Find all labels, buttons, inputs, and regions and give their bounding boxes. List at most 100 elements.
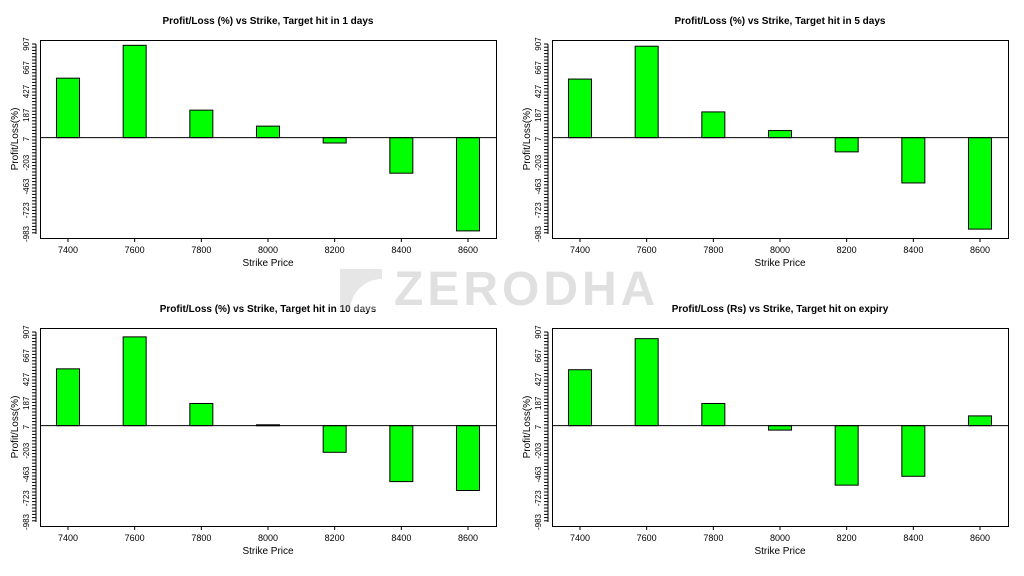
bar [322,425,347,453]
x-tick-label: 8400 [903,245,923,255]
bar [256,125,280,139]
y-tick-label: -463 [534,178,543,195]
x-tick-label: 8600 [458,533,478,543]
bar [901,137,926,184]
x-tick-label: 7600 [125,245,145,255]
y-tick-label: -203 [534,442,543,459]
y-tick-label: 187 [534,108,543,122]
y-tick-label: 427 [22,372,31,386]
chart-panel: Profit/Loss (Rs) vs Strike, Target hit o… [522,304,1009,557]
bar [568,369,592,427]
y-tick-label: 7 [534,136,543,141]
bar [634,338,659,427]
x-tick-label: 8000 [258,245,278,255]
y-tick-label: 667 [22,349,31,363]
x-tick-label: 8200 [325,533,345,543]
y-tick-label: 907 [534,37,543,51]
x-tick-label: 8400 [391,533,411,543]
plot-frame [40,328,497,527]
x-tick-label: 8600 [970,533,990,543]
x-tick-label: 8000 [258,533,278,543]
x-tick-label: 8200 [837,533,857,543]
x-axis-label: Strike Price [754,546,806,557]
bar [189,402,214,427]
x-tick-label: 7400 [570,245,590,255]
plot-frame [552,40,1009,239]
bar [968,415,992,427]
y-axis-label: Profit/Loss(%) [10,108,21,171]
x-tick-label: 7600 [637,245,657,255]
y-tick-label: 427 [22,84,31,98]
x-tick-label: 7400 [58,245,78,255]
y-tick-label: -723 [534,490,543,507]
y-tick-label: 7 [534,424,543,429]
y-tick-label: -723 [22,490,31,507]
y-tick-label: -723 [534,202,543,219]
bar [701,402,726,427]
y-tick-label: -203 [22,442,31,459]
bar [701,111,726,139]
chart-title: Profit/Loss (%) vs Strike, Target hit in… [160,304,377,315]
y-tick-label: 187 [534,396,543,410]
y-tick-label: 7 [22,424,31,429]
x-tick-label: 7800 [191,533,211,543]
bar [122,336,147,427]
y-tick-label: -203 [534,154,543,171]
x-tick-label: 8000 [770,533,790,543]
x-axis-label: Strike Price [754,258,806,269]
y-tick-label: -463 [22,466,31,483]
bar [968,137,992,230]
zerodha-watermark: ZERODHA [340,262,659,317]
y-tick-label: -203 [22,154,31,171]
y-tick-label: 187 [22,396,31,410]
x-tick-label: 8400 [391,245,411,255]
chart-title: Profit/Loss (%) vs Strike, Target hit in… [675,16,886,27]
y-tick-label: -983 [534,225,543,242]
bar [834,425,859,486]
bar [456,425,480,491]
y-tick-label: 427 [534,84,543,98]
plot-frame [40,40,497,239]
x-tick-label: 7400 [570,533,590,543]
y-axis-label: Profit/Loss(%) [522,108,533,171]
y-tick-label: 187 [22,108,31,122]
watermark-text: ZERODHA [394,263,660,316]
y-tick-label: -723 [22,202,31,219]
chart-panel: Profit/Loss (%) vs Strike, Target hit in… [10,16,497,269]
y-tick-label: 667 [22,61,31,75]
x-tick-label: 7800 [703,245,723,255]
y-tick-label: 427 [534,372,543,386]
bar [768,425,792,431]
bar [389,425,414,483]
y-tick-label: -983 [22,225,31,242]
x-axis-label: Strike Price [242,546,294,557]
y-tick-label: -983 [534,513,543,530]
x-tick-label: 7400 [58,533,78,543]
x-tick-label: 8600 [970,245,990,255]
y-tick-label: -463 [22,178,31,195]
y-tick-label: 907 [534,325,543,339]
chart-panel: Profit/Loss (%) vs Strike, Target hit in… [10,304,497,557]
x-tick-label: 7600 [637,533,657,543]
x-axis-label: Strike Price [242,258,294,269]
bar [568,78,592,139]
zerodha-logo-icon [340,268,382,311]
y-tick-label: -983 [22,513,31,530]
bar [768,130,792,139]
chart-title: Profit/Loss (Rs) vs Strike, Target hit o… [672,304,889,315]
y-tick-label: 907 [22,325,31,339]
x-tick-label: 8200 [837,245,857,255]
x-tick-label: 7800 [703,533,723,543]
y-tick-label: -463 [534,466,543,483]
x-tick-label: 8200 [325,245,345,255]
y-tick-label: 667 [534,61,543,75]
bar [122,44,147,139]
bar [56,77,80,139]
bar [389,137,414,174]
x-tick-label: 8600 [458,245,478,255]
bar [456,137,480,232]
x-tick-label: 8400 [903,533,923,543]
bar [56,368,80,427]
bar [834,137,859,153]
